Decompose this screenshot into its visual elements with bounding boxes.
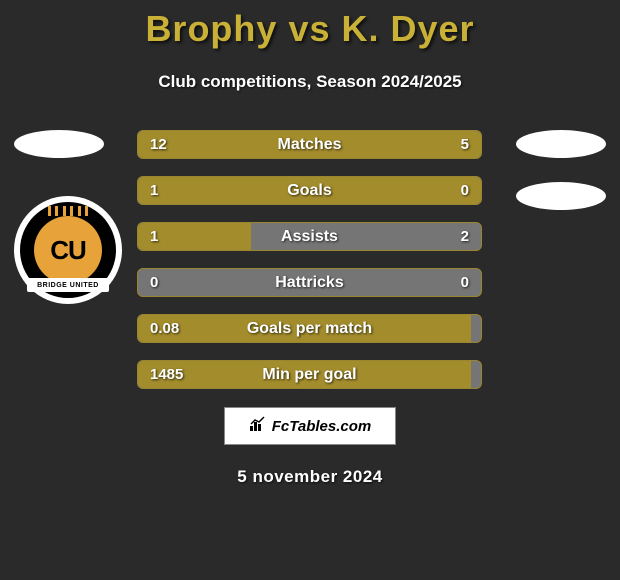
- club-badge: CU BRIDGE UNITED: [14, 196, 122, 304]
- comparison-chart: CU BRIDGE UNITED 125Matches 10Goals 12Assi…: [0, 130, 620, 389]
- badge-top-decoration: [48, 206, 88, 216]
- attribution-badge: FcTables.com: [224, 407, 396, 445]
- stat-row: 12Assists: [137, 222, 482, 251]
- stat-label: Goals: [138, 182, 481, 200]
- stat-label: Goals per match: [138, 320, 481, 338]
- player-right-placeholder-1: [516, 130, 606, 158]
- player-left-placeholder: [14, 130, 104, 158]
- stat-row: 0.08Goals per match: [137, 314, 482, 343]
- date-line: 5 november 2024: [237, 467, 382, 487]
- page-title: Brophy vs K. Dyer: [145, 8, 474, 50]
- player-right-placeholder-2: [516, 182, 606, 210]
- stat-label: Hattricks: [138, 274, 481, 292]
- badge-cu-text: CU: [50, 235, 86, 266]
- stat-row: 10Goals: [137, 176, 482, 205]
- badge-banner: BRIDGE UNITED: [27, 278, 109, 292]
- stat-row: 00Hattricks: [137, 268, 482, 297]
- stat-label: Assists: [138, 228, 481, 246]
- stat-label: Min per goal: [138, 366, 481, 384]
- stat-label: Matches: [138, 136, 481, 154]
- chart-icon: [249, 416, 267, 437]
- club-badge-inner: CU BRIDGE UNITED: [20, 202, 116, 298]
- subtitle: Club competitions, Season 2024/2025: [158, 72, 461, 92]
- attribution-text: FcTables.com: [272, 418, 371, 435]
- badge-ball: CU: [34, 216, 102, 284]
- stat-row: 125Matches: [137, 130, 482, 159]
- stat-row: 1485Min per goal: [137, 360, 482, 389]
